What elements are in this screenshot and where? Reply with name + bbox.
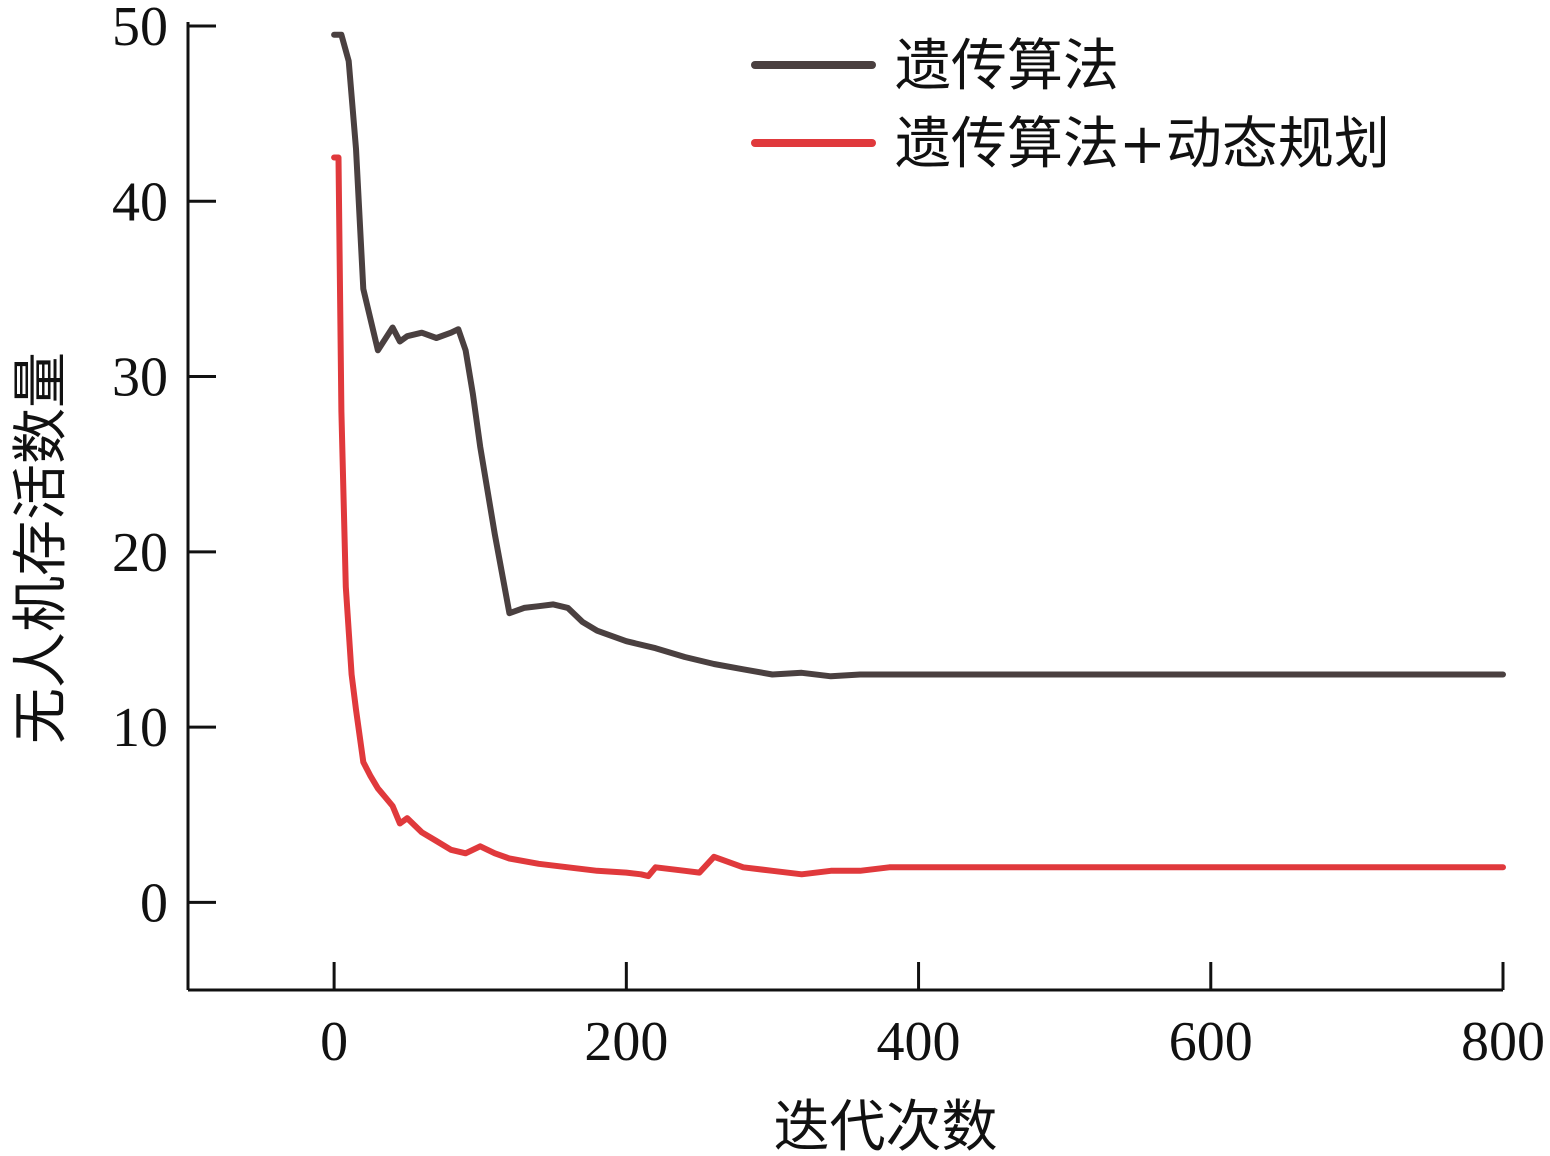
x-tick-label: 0	[320, 1011, 348, 1073]
axes: 0 10 20 30 40 50 0 200 400 600 800	[112, 0, 1545, 1073]
x-tick-label: 200	[584, 1011, 668, 1073]
x-axis-title: 迭代次数	[774, 1095, 998, 1156]
legend-label-1: 遗传算法	[895, 34, 1119, 99]
series-lines	[331, 31, 1506, 880]
series-line-1	[331, 31, 1506, 680]
y-tick-label: 20	[112, 522, 168, 584]
x-tick-label: 600	[1169, 1011, 1253, 1073]
y-tick-label: 10	[112, 697, 168, 759]
x-tick-label: 800	[1461, 1011, 1545, 1073]
y-tick-label: 50	[112, 0, 168, 58]
series-line-2	[331, 154, 1506, 880]
y-tick-label: 0	[140, 872, 168, 934]
x-tick-label: 400	[877, 1011, 961, 1073]
y-axis-title: 无人机存活数量	[9, 352, 74, 744]
y-tick-label: 30	[112, 347, 168, 409]
legend-label-2: 遗传算法+动态规划	[895, 112, 1390, 177]
y-tick-label: 40	[112, 171, 168, 233]
